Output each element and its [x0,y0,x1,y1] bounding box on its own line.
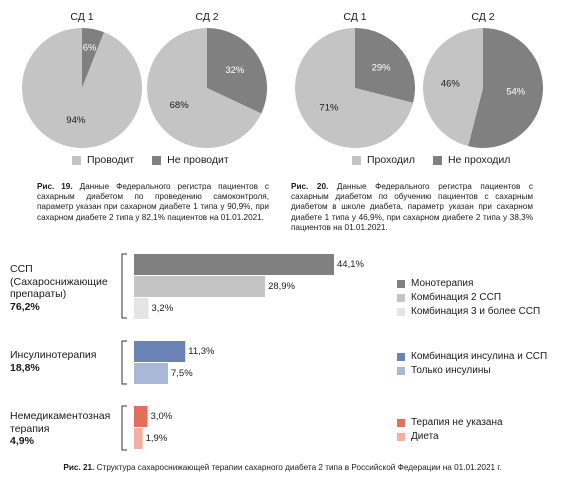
group-label-line: Немедикаментозная [10,410,111,422]
legend-tolko-insuliny: Только инсулины [397,365,491,376]
legend-label: Комбинация 2 ССП [411,292,502,303]
group-label-line: препараты) [10,288,67,300]
pie-title: СД 1 [70,11,93,23]
legend-kombinaciya-3: Комбинация 3 и более ССП [397,306,540,317]
pie-slice [423,28,483,147]
legend-label: Комбинация инсулина и ССП [411,351,548,362]
group-label-nonmed: Немедикаментозная терапия 4,9% [10,410,110,448]
group-label-insulin: Инсулинотерапия 18,8% [10,349,96,374]
fig19-caption-text: Данные Федерального регистра пациентов с… [37,182,269,222]
legend-ne-ukazana: Терапия не указана [397,417,503,428]
legend-swatch [72,155,81,165]
group-brace [121,405,127,451]
legend-swatch [397,418,405,427]
pie-title: СД 2 [195,11,218,23]
legend-item-ne-prohodil: Не проходил [432,154,511,166]
legend-label: Комбинация 3 и более ССП [411,306,541,317]
legend-swatch [397,279,405,288]
legend-swatch [397,352,405,361]
legend-label: Проводит [87,154,135,166]
bar [134,298,149,319]
legend-swatch [152,155,162,165]
fig21-caption: Рис. 21. Структура сахароснижающей терап… [0,463,565,472]
bar-value-label: 44,1% [337,259,364,270]
legend-item-prohodil: Проходил [352,154,415,166]
group-total: 18,8% [10,361,40,374]
fig19-legend: Проводит Не проводит [72,154,229,166]
bar-value-label: 1,9% [146,433,168,444]
bar [134,276,266,297]
group-brace [121,253,127,319]
legend-label: Диета [411,431,439,442]
fig20-caption-text: Данные Федерального регистра пациентов с… [291,182,534,232]
legend-label: Только инсулины [411,365,491,376]
fig20-legend: Проходил Не проходил [352,154,510,166]
group-label-line: терапия [10,422,50,435]
legend-swatch [397,366,405,375]
legend-swatch [397,293,405,302]
group-brace [121,340,127,385]
pie-slice-label: 71% [319,103,339,114]
group-label-ssp: ССП (Сахароснижающие препараты) 76,2% [10,263,108,313]
legend-label: Терапия не указана [411,417,503,428]
legend-insulin-ssp: Комбинация инсулина и ССП [397,351,547,362]
pie-slice [82,28,105,88]
pie-slice [207,28,267,114]
legend-swatch [397,432,405,441]
bar-value-label: 7,5% [171,368,193,379]
fig19-caption: Рис. 19. Данные Федерального регистра па… [37,182,269,223]
group-label-line: ССП [10,263,33,275]
bar-value-label: 11,3% [188,346,215,357]
pie-slice-label: 29% [372,62,392,73]
pie-slice-label: 54% [506,87,526,98]
legend-swatch [397,307,405,316]
legend-monoterapiya: Монотерапия [397,278,473,289]
legend-label: Не проводит [167,154,229,166]
legend-kombinaciya-2: Комбинация 2 ССП [397,292,501,303]
fig20-caption-number: Рис. 20. [291,182,329,191]
legend-item-provodit: Проводит [72,154,134,166]
bar [134,363,169,384]
group-total: 76,2% [10,300,40,313]
legend-label: Не проходил [447,154,511,166]
fig21-caption-text: Структура сахароснижающей терапии сахарн… [96,463,502,472]
legend-dieta: Диета [397,431,439,442]
legend-label: Проходил [367,154,415,166]
pie-slice-label: 94% [66,115,86,126]
pie-slice [22,28,143,148]
fig20-caption: Рис. 20. Данные Федерального регистра па… [291,182,533,233]
legend-swatch [432,155,442,165]
pie-title: СД 1 [343,11,366,23]
pie-slice-label: 46% [441,78,461,89]
pie-slice-label: 68% [170,100,190,111]
pie-slice-label: 32% [225,65,245,76]
pie-title: СД 2 [471,11,494,23]
group-label-line: (Сахароснижающие [10,275,108,288]
bar [134,254,334,275]
group-total: 4,9% [10,435,34,447]
legend-label: Монотерапия [411,278,474,289]
pie-slice [147,28,262,148]
group-label-line: Инсулинотерапия [10,349,97,361]
pie-slice [355,28,415,103]
legend-item-ne-provodit: Не проводит [152,154,229,166]
bar-value-label: 3,2% [152,303,174,314]
pie-slice-label: 6% [83,42,97,53]
legend-swatch [352,155,361,165]
bar-value-label: 3,0% [151,411,173,422]
fig21-caption-number: Рис. 21. [63,463,95,472]
bar [134,406,148,427]
bar [134,428,143,449]
pie-slice [468,28,543,148]
bar [134,341,186,362]
fig19-caption-number: Рис. 19. [37,182,73,191]
bar-value-label: 28,9% [268,281,295,292]
pie-slice [295,28,414,148]
